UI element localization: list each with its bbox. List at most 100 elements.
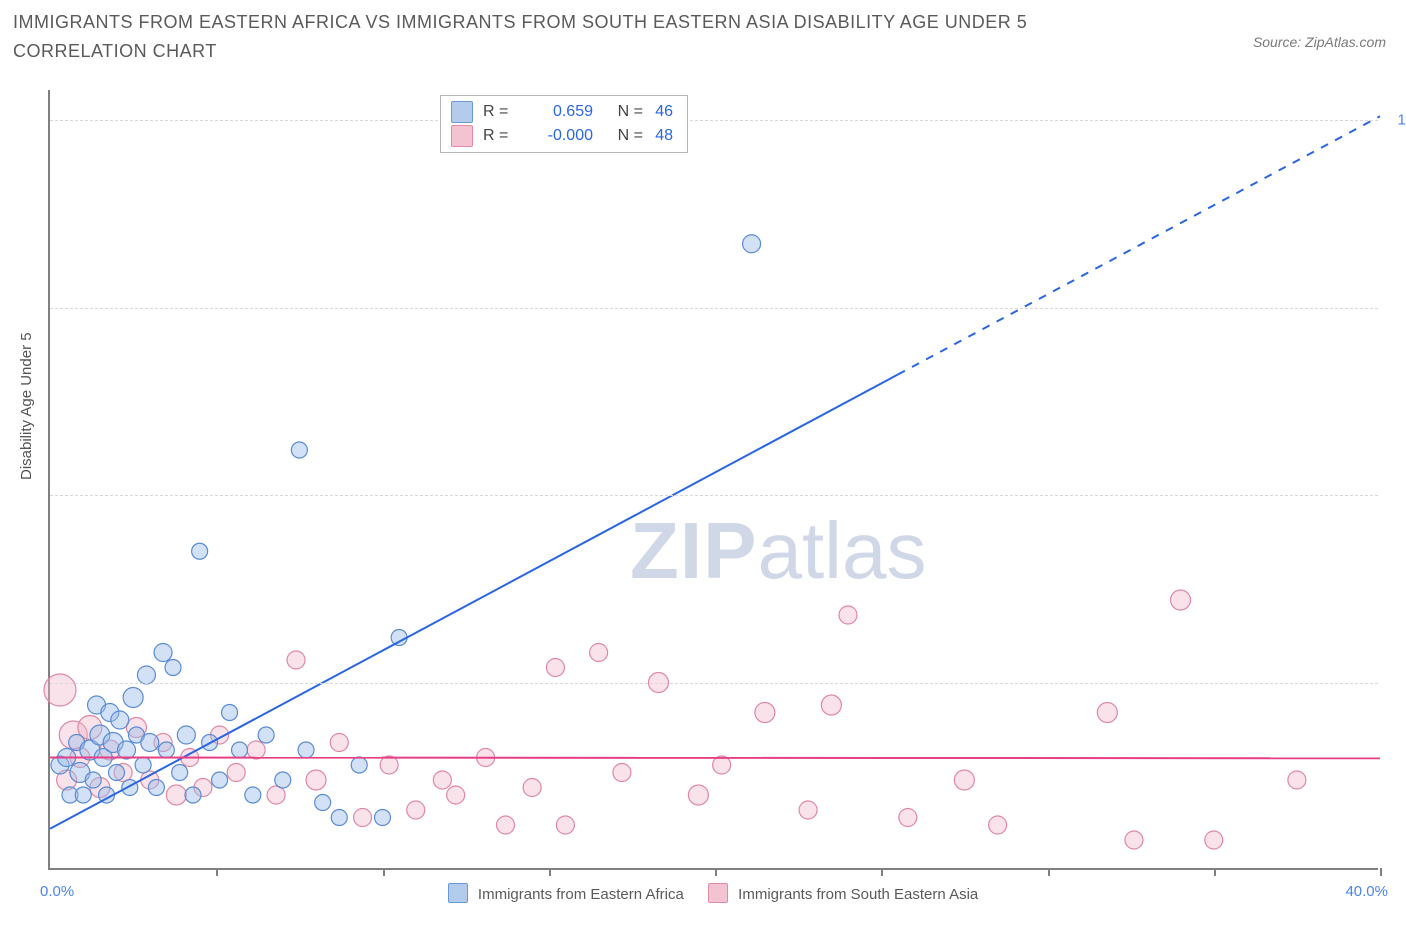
data-point bbox=[275, 772, 291, 788]
data-point bbox=[497, 816, 515, 834]
data-point bbox=[331, 810, 347, 826]
stat-legend: R = 0.659 N = 46 R = -0.000 N = 48 bbox=[440, 95, 688, 153]
legend-label-1: Immigrants from South Eastern Asia bbox=[738, 886, 978, 903]
data-point bbox=[258, 727, 274, 743]
data-point bbox=[222, 705, 238, 721]
chart-title: IMMIGRANTS FROM EASTERN AFRICA VS IMMIGR… bbox=[13, 8, 1113, 66]
n-value-0: 46 bbox=[643, 100, 673, 124]
data-point bbox=[989, 816, 1007, 834]
data-point bbox=[245, 787, 261, 803]
y-tick-label: 10.0% bbox=[1385, 112, 1406, 129]
legend-swatch-1 bbox=[708, 883, 728, 903]
data-point bbox=[743, 235, 761, 253]
data-point bbox=[298, 742, 314, 758]
x-tick bbox=[383, 868, 385, 876]
legend-label-0: Immigrants from Eastern Africa bbox=[478, 886, 684, 903]
data-point bbox=[135, 757, 151, 773]
r-label: R = bbox=[483, 124, 523, 148]
n-label: N = bbox=[593, 124, 643, 148]
data-point bbox=[899, 809, 917, 827]
x-tick bbox=[216, 868, 218, 876]
bottom-legend: Immigrants from Eastern Africa Immigrant… bbox=[0, 883, 1406, 903]
data-point bbox=[287, 651, 305, 669]
data-point bbox=[821, 695, 841, 715]
data-point bbox=[330, 734, 348, 752]
data-point bbox=[391, 630, 407, 646]
data-point bbox=[166, 785, 186, 805]
x-tick bbox=[1048, 868, 1050, 876]
data-point bbox=[111, 711, 129, 729]
data-point bbox=[267, 786, 285, 804]
data-point bbox=[137, 666, 155, 684]
data-point bbox=[247, 741, 265, 759]
data-point bbox=[351, 757, 367, 773]
data-point bbox=[375, 810, 391, 826]
data-point bbox=[315, 795, 331, 811]
gridline bbox=[50, 308, 1378, 309]
r-value-0: 0.659 bbox=[523, 100, 593, 124]
source-attribution: Source: ZipAtlas.com bbox=[1253, 34, 1386, 50]
stat-legend-row-1: R = -0.000 N = 48 bbox=[451, 124, 673, 148]
r-label: R = bbox=[483, 100, 523, 124]
data-point bbox=[172, 765, 188, 781]
data-point bbox=[380, 756, 398, 774]
trend-line bbox=[50, 758, 1380, 759]
data-point bbox=[523, 779, 541, 797]
data-point bbox=[556, 816, 574, 834]
data-point bbox=[75, 787, 91, 803]
data-point bbox=[109, 765, 125, 781]
n-value-1: 48 bbox=[643, 124, 673, 148]
x-tick bbox=[1214, 868, 1216, 876]
data-point bbox=[839, 606, 857, 624]
plot-area: ZIPatlas 2.5%5.0%7.5%10.0% bbox=[48, 90, 1378, 870]
data-point bbox=[1205, 831, 1223, 849]
data-point bbox=[212, 772, 228, 788]
y-tick-label: 5.0% bbox=[1385, 487, 1406, 504]
stat-swatch-0 bbox=[451, 101, 473, 123]
data-point bbox=[192, 543, 208, 559]
data-point bbox=[148, 780, 164, 796]
data-point bbox=[433, 771, 451, 789]
data-point bbox=[613, 764, 631, 782]
data-point bbox=[688, 785, 708, 805]
data-point bbox=[158, 742, 174, 758]
data-point bbox=[306, 770, 326, 790]
trend-line-dashed bbox=[898, 116, 1380, 374]
y-axis-label: Disability Age Under 5 bbox=[18, 332, 35, 480]
data-point bbox=[141, 734, 159, 752]
data-point bbox=[185, 787, 201, 803]
gridline bbox=[50, 683, 1378, 684]
data-point bbox=[117, 741, 135, 759]
x-tick bbox=[549, 868, 551, 876]
r-value-1: -0.000 bbox=[523, 124, 593, 148]
data-point bbox=[1097, 703, 1117, 723]
x-tick bbox=[715, 868, 717, 876]
data-point bbox=[590, 644, 608, 662]
x-tick bbox=[881, 868, 883, 876]
data-point bbox=[154, 644, 172, 662]
legend-swatch-0 bbox=[448, 883, 468, 903]
data-point bbox=[1171, 590, 1191, 610]
data-point bbox=[354, 809, 372, 827]
data-point bbox=[799, 801, 817, 819]
data-point bbox=[85, 772, 101, 788]
data-point bbox=[1288, 771, 1306, 789]
data-point bbox=[1125, 831, 1143, 849]
data-point bbox=[165, 660, 181, 676]
data-point bbox=[447, 786, 465, 804]
data-point bbox=[227, 764, 245, 782]
data-point bbox=[407, 801, 425, 819]
trend-line-solid bbox=[50, 375, 898, 829]
y-tick-label: 2.5% bbox=[1385, 674, 1406, 691]
data-point bbox=[44, 674, 76, 706]
stat-legend-row-0: R = 0.659 N = 46 bbox=[451, 100, 673, 124]
data-point bbox=[291, 442, 307, 458]
x-tick bbox=[1380, 868, 1382, 876]
gridline bbox=[50, 120, 1378, 121]
gridline bbox=[50, 495, 1378, 496]
y-tick-label: 7.5% bbox=[1385, 299, 1406, 316]
data-point bbox=[177, 726, 195, 744]
data-point bbox=[546, 659, 564, 677]
chart-svg bbox=[50, 90, 1378, 868]
stat-swatch-1 bbox=[451, 125, 473, 147]
